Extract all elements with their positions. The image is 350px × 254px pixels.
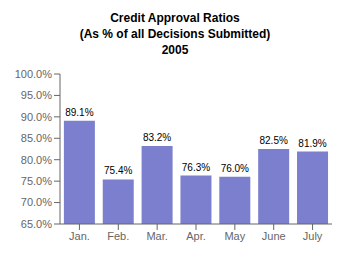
svg-text:65.0%: 65.0% (21, 218, 52, 230)
svg-text:100.0%: 100.0% (15, 68, 53, 80)
html-text:(As % of all Decisions Submitt: (As % of all Decisions Submitted) (79, 27, 271, 41)
svg-text:89.1%: 89.1% (65, 107, 93, 118)
svg-text:Apr.: Apr. (186, 230, 206, 242)
svg-text:76.3%: 76.3% (182, 162, 210, 173)
html-text:Credit Approval Ratios: Credit Approval Ratios (110, 11, 240, 25)
svg-text:81.9%: 81.9% (298, 138, 326, 149)
svg-text:82.5%: 82.5% (259, 135, 287, 146)
svg-text:85.0%: 85.0% (21, 132, 52, 144)
svg-text:80.0%: 80.0% (21, 154, 52, 166)
svg-text:Feb.: Feb. (107, 230, 129, 242)
svg-text:95.0%: 95.0% (21, 89, 52, 101)
svg-text:Mar.: Mar. (146, 230, 167, 242)
svg-text:76.0%: 76.0% (221, 163, 249, 174)
svg-text:70.0%: 70.0% (21, 196, 52, 208)
svg-text:83.2%: 83.2% (143, 132, 171, 143)
svg-text:75.0%: 75.0% (21, 175, 52, 187)
svg-text:75.4%: 75.4% (104, 165, 132, 176)
svg-text:July: July (303, 230, 323, 242)
svg-text:May: May (224, 230, 245, 242)
svg-text:90.0%: 90.0% (21, 111, 52, 123)
svg-text:Jan.: Jan. (69, 230, 90, 242)
svg-text:June: June (262, 230, 286, 242)
html-text:2005: 2005 (161, 43, 189, 57)
